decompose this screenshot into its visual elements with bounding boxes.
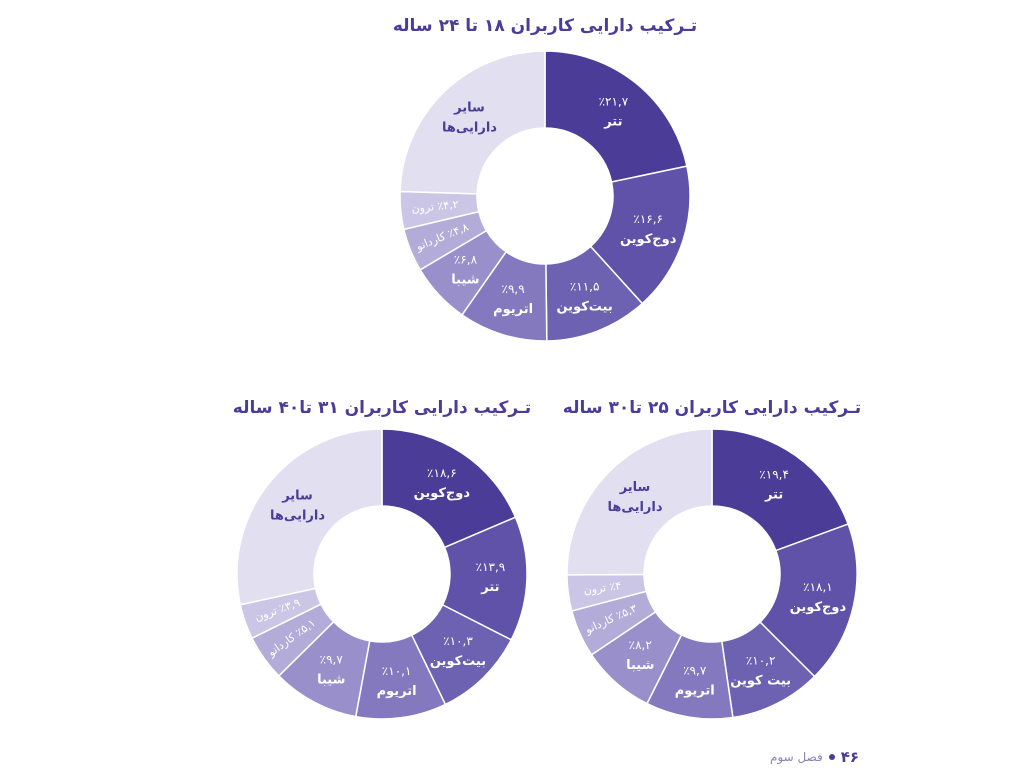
slice-label: ٪۴ ترون xyxy=(583,579,622,597)
slice-value: ٪۲۱,۷ xyxy=(599,94,629,108)
slice-value: ٪۱۰,۱ xyxy=(382,664,412,678)
slice-value: ٪۱۱,۵ xyxy=(570,280,600,294)
slice-name: بیت‌کوین xyxy=(556,300,612,315)
donut-slice xyxy=(544,50,688,183)
page-footer: ۴۶ فصل سوم xyxy=(770,748,859,766)
donut-slice xyxy=(236,428,383,606)
slice-value: ٪۱۶,۶ xyxy=(633,212,663,226)
slice-name: دوج‌کوین xyxy=(414,486,471,501)
slice-name: بیت کوین xyxy=(730,673,791,688)
slice-name: تتر xyxy=(603,114,622,129)
slice-label: سایر xyxy=(619,480,651,495)
slice-value: ٪۸,۲ xyxy=(629,638,652,652)
slice-value: ٪۱۸,۶ xyxy=(427,466,457,480)
slice-label: ٪۴,۲ ترون xyxy=(411,198,459,216)
slice-value: ٪۱۳,۹ xyxy=(476,560,506,574)
slice-value: ٪۹,۹ xyxy=(502,282,525,296)
slice-value: ٪۱۹,۴ xyxy=(759,468,789,482)
slice-value: ٪۱۸,۱ xyxy=(803,580,833,594)
chart-title: تـرکیب دارایی کاربران ۱۸ تا ۲۴ ساله xyxy=(392,16,698,36)
slice-name: دوج‌کوین xyxy=(790,600,847,615)
slice-name: تتر xyxy=(480,580,499,595)
chapter-label: فصل سوم xyxy=(770,750,823,764)
slice-label: دارایی‌ها xyxy=(442,121,497,136)
slice-value: ٪۱۰,۳ xyxy=(443,634,473,648)
slice-name: شیبا xyxy=(317,672,345,687)
slice-value: ٪۶,۸ xyxy=(454,252,478,266)
slice-value: ٪۹,۷ xyxy=(683,664,707,678)
donut-slice xyxy=(711,428,850,552)
donut-slice xyxy=(759,523,858,678)
page-number: ۴۶ xyxy=(840,748,860,766)
slice-name: تتر xyxy=(764,488,783,503)
slice-name: اتریوم xyxy=(675,684,715,699)
slice-label: دارایی‌ها xyxy=(608,500,663,515)
slice-label: دارایی‌ها xyxy=(270,508,325,523)
donut-chart-25-30: ٪۱۹,۴ تتر ٪۱۸,۱ دوج‌کوین ٪۱۰,۲ بیت کوین ٪۹,۷ ات… xyxy=(566,428,858,720)
bullet-dot-icon xyxy=(828,754,835,760)
slice-name: اتریوم xyxy=(493,302,533,317)
donut-slice xyxy=(566,428,713,576)
slice-name: شیبا xyxy=(626,658,654,673)
chart-title: تـرکیب دارایی کاربران ۳۱ تا۴۰ ساله xyxy=(232,398,532,418)
donut-chart-31-40: ٪۱۸,۶ دوج‌کوین ٪۱۳,۹ تتر ٪۱۰,۳ بیت‌کوین ٪۱۰,۱ ا… xyxy=(236,428,528,720)
slice-name: دوج‌کوین xyxy=(620,232,677,247)
slice-name: شیبا xyxy=(451,272,479,287)
slice-value: ٪۱۰,۲ xyxy=(746,653,776,667)
donut-slice xyxy=(589,165,691,305)
donut-slice xyxy=(399,50,546,195)
slice-label: سایر xyxy=(453,101,485,116)
slice-value: ٪۹,۷ xyxy=(320,652,344,666)
donut-slice xyxy=(381,428,517,549)
slice-label: سایر xyxy=(281,488,313,503)
donut-chart-18-24: ٪۲۱,۷ تتر ٪۱۶,۶ دوج‌کوین ٪۱۱,۵ بیت‌کوین ٪۹,۹ ات… xyxy=(399,50,691,342)
chart-title: تـرکیب دارایی کاربران ۲۵ تا۳۰ ساله xyxy=(562,398,862,418)
slice-name: اتریوم xyxy=(377,684,417,699)
slice-name: بیت‌کوین xyxy=(430,654,486,669)
